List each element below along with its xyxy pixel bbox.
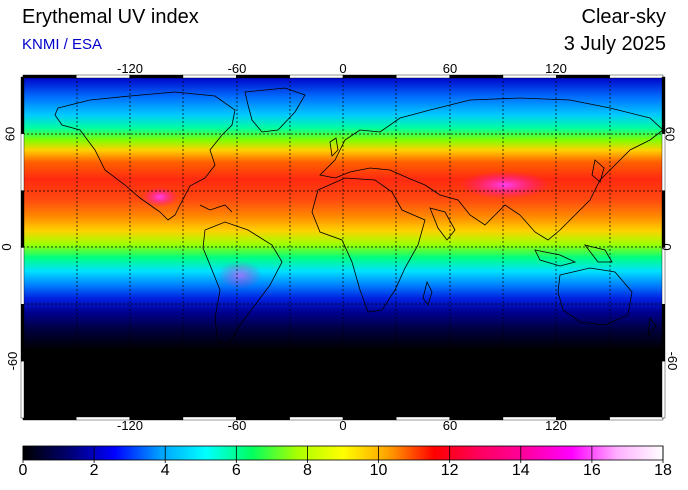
sky-condition-label: Clear-sky	[581, 6, 666, 28]
colorbar-label: 14	[511, 462, 530, 479]
lat-tick-right: -60	[664, 351, 680, 371]
frame-bar	[342, 416, 397, 421]
lat-tick-left: 0	[0, 243, 15, 251]
lon-tick-top: 0	[339, 61, 347, 76]
lon-tick-top: 120	[545, 61, 567, 76]
frame-bar	[661, 360, 666, 419]
colorbar-label: 18	[654, 462, 672, 479]
colorbar-label: 8	[302, 462, 312, 479]
lon-tick-top: -60	[227, 61, 247, 76]
frame-bar	[661, 190, 666, 248]
coastlines	[54, 87, 663, 346]
lon-tick-bottom: -120	[116, 418, 144, 433]
colorbar-label: 4	[160, 462, 170, 479]
frame-bar	[22, 416, 77, 421]
lat-tick-left: 60	[2, 126, 18, 142]
colorbar-label: 12	[440, 462, 459, 479]
frame-bar	[20, 76, 25, 135]
frame-bar	[20, 190, 25, 248]
frame-bar	[289, 74, 344, 79]
frame-bar	[449, 416, 504, 421]
frame-bar	[396, 416, 450, 421]
lat-tick-right: 60	[662, 126, 678, 142]
frame-bar	[609, 416, 664, 421]
frame-bar	[342, 74, 397, 79]
frame-bar	[396, 74, 450, 79]
lon-tick-top: -120	[116, 61, 144, 76]
lon-tick-bottom: 0	[339, 418, 347, 433]
frame-bar	[289, 416, 344, 421]
lon-tick-top: 60	[442, 61, 458, 76]
frame-bar	[449, 74, 504, 79]
frame-bar	[661, 133, 666, 191]
data-credit: KNMI / ESA	[22, 36, 103, 53]
lon-tick-bottom: -60	[227, 418, 247, 433]
lat-tick-left: -60	[4, 351, 20, 371]
frame-bar	[609, 74, 664, 79]
map-title: Erythemal UV index	[22, 6, 199, 28]
lon-tick-bottom: 120	[545, 418, 567, 433]
frame-bar	[20, 360, 25, 419]
colorbar-label: 10	[369, 462, 388, 479]
lat-tick-right: 0	[659, 243, 675, 251]
colorbar-label: 6	[231, 462, 241, 479]
colorbar-label: 2	[89, 462, 99, 479]
frame-bar	[22, 74, 77, 79]
graticule	[23, 77, 663, 418]
colorbar-label: 16	[582, 462, 601, 479]
frame-bar	[20, 247, 25, 305]
lon-tick-bottom: 60	[442, 418, 458, 433]
colorbar	[22, 445, 664, 463]
colorbar-label: 0	[18, 462, 28, 479]
map-frame	[20, 74, 666, 421]
frame-bar	[20, 133, 25, 191]
map-date: 3 July 2025	[563, 33, 666, 55]
frame-bar	[661, 247, 666, 305]
frame-bar	[661, 76, 666, 135]
frame-bar	[20, 304, 25, 362]
